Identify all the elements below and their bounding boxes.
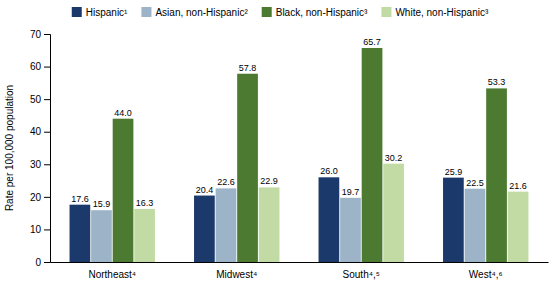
bar: [508, 192, 529, 262]
legend-swatch: [72, 7, 82, 17]
tick-label: South⁴,⁵: [343, 269, 380, 280]
tick-label: 70: [30, 29, 42, 40]
data-label: 17.6: [71, 194, 89, 204]
tick-label: 60: [30, 61, 42, 72]
data-label: 57.8: [239, 63, 257, 73]
legend-item: Asian, non-Hispanic²: [141, 7, 248, 18]
tick-mark: [44, 132, 50, 133]
tick-mark: [44, 197, 50, 198]
bar: [259, 187, 280, 262]
tick: 50: [30, 94, 50, 105]
data-label: 22.5: [466, 178, 484, 188]
tick-label: Midwest⁴: [216, 269, 257, 280]
bar: [194, 196, 215, 262]
data-label: 22.6: [217, 177, 235, 187]
tick: 20: [30, 192, 50, 203]
tick-label: West⁴,⁶: [469, 269, 503, 280]
tick-label: 10: [30, 224, 42, 235]
bar: [319, 177, 340, 262]
tick-mark: [44, 262, 50, 263]
legend-swatch: [381, 7, 391, 17]
tick-label: 0: [35, 257, 41, 268]
tick-mark: [44, 99, 50, 100]
bar: [465, 189, 486, 262]
tick-label: 30: [30, 159, 42, 170]
legend-item: White, non-Hispanic³: [381, 7, 488, 18]
tick-mark: [44, 229, 50, 230]
tick-label: 40: [30, 126, 42, 137]
data-label: 15.9: [93, 199, 111, 209]
tick: 30: [30, 159, 50, 170]
tick: 40: [30, 126, 50, 137]
legend-swatch: [262, 7, 272, 17]
x-axis: Northeast⁴ Midwest⁴ South⁴,⁵ West⁴,⁶: [51, 263, 549, 281]
data-label: 20.4: [196, 185, 214, 195]
tick-mark: [44, 164, 50, 165]
legend-label: Black, non-Hispanic³: [276, 7, 368, 18]
tick-label: 20: [30, 192, 42, 203]
bar: [340, 198, 361, 262]
bar: [70, 205, 91, 262]
legend-label: Asian, non-Hispanic²: [155, 7, 248, 18]
legend-item: Black, non-Hispanic³: [262, 7, 368, 18]
bar: [113, 119, 134, 262]
data-label: 53.3: [488, 77, 506, 87]
chart: 0 10 20 30 40 50 60 70 Northeast⁴ Midwest⁴ South⁴,…: [0, 0, 560, 286]
legend-label: Hispanic¹: [86, 7, 128, 18]
data-label: 30.2: [385, 153, 403, 163]
data-label: 19.7: [342, 187, 360, 197]
data-label: 26.0: [320, 166, 338, 176]
data-label: 21.6: [509, 181, 527, 191]
bar: [216, 188, 237, 262]
tick: 0: [35, 257, 50, 268]
data-label: 22.9: [260, 176, 278, 186]
tick: Northeast⁴: [88, 269, 136, 280]
data-labels: 17.6 20.4 26.0 25.9 15.9 22.6 19.7 22.5 44.0 57.8…: [71, 37, 527, 209]
data-label: 16.3: [136, 198, 154, 208]
bar: [443, 178, 464, 262]
legend-item: Hispanic¹: [72, 7, 128, 18]
y-axis: 0 10 20 30 40 50 60 70: [30, 29, 51, 268]
tick-mark: [44, 34, 50, 35]
bar: [362, 48, 383, 262]
bars: [70, 48, 529, 262]
tick: 60: [30, 61, 50, 72]
axis-domain: [51, 262, 549, 263]
bar: [237, 74, 258, 262]
legend-label: White, non-Hispanic³: [395, 7, 488, 18]
legend: Hispanic¹ Asian, non-Hispanic² Black, non-…: [72, 7, 489, 18]
tick: West⁴,⁶: [469, 269, 503, 280]
tick: South⁴,⁵: [343, 269, 380, 280]
data-label: 25.9: [445, 167, 463, 177]
legend-swatch: [141, 7, 151, 17]
bar: [383, 164, 404, 262]
y-axis-title: Rate per 100,000 population: [4, 85, 15, 211]
bar: [486, 88, 507, 262]
tick-label: 50: [30, 94, 42, 105]
bar: [134, 209, 155, 262]
data-label: 44.0: [114, 108, 132, 118]
data-label: 65.7: [363, 37, 381, 47]
tick-label: Northeast⁴: [88, 269, 136, 280]
axis-domain: [44, 35, 51, 263]
tick-mark: [44, 67, 50, 68]
tick: 70: [30, 29, 50, 40]
bar: [91, 210, 112, 262]
tick: 10: [30, 224, 50, 235]
tick: Midwest⁴: [216, 269, 257, 280]
